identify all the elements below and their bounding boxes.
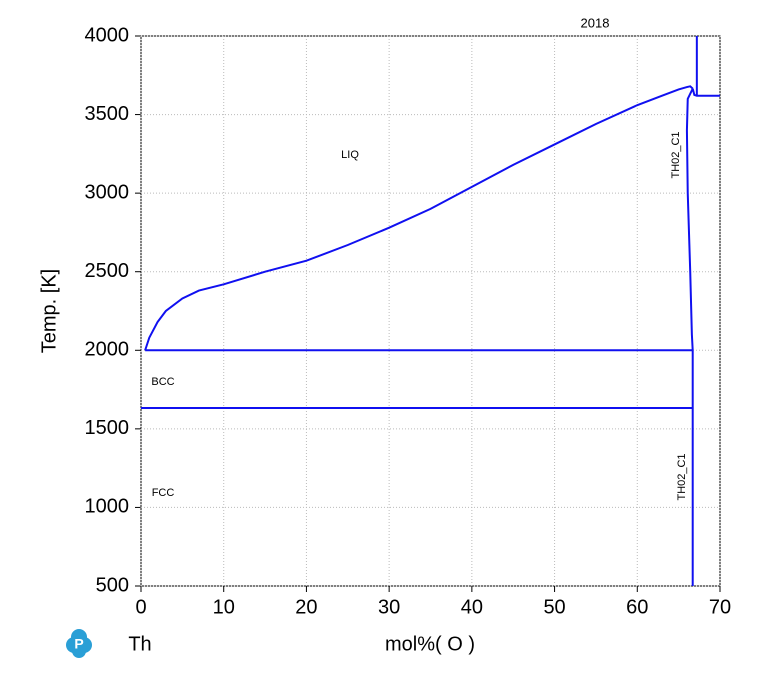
phase-label: LIQ [341, 149, 359, 161]
y-tick-label: 3500 [85, 103, 130, 125]
component-label: Th [128, 633, 151, 655]
x-tick-label: 0 [135, 596, 146, 618]
y-tick-label: 3000 [85, 181, 130, 203]
phase-boundary [144, 85, 694, 351]
x-tick-label: 50 [543, 596, 565, 618]
svg-text:P: P [74, 636, 83, 652]
phase-boundary [685, 88, 694, 351]
x-tick-label: 40 [461, 596, 483, 618]
y-axis-label: Temp. [K] [38, 269, 60, 353]
y-tick-label: 1500 [85, 417, 130, 439]
y-tick-label: 500 [96, 574, 129, 596]
x-tick-label: 30 [378, 596, 400, 618]
y-tick-label: 2500 [85, 260, 130, 282]
phase-boundary [691, 88, 720, 97]
logo: P [66, 629, 92, 658]
y-tick-label: 4000 [85, 24, 130, 46]
y-tick-label: 1000 [85, 496, 130, 518]
x-tick-label: 70 [709, 596, 731, 618]
phase-label: TH02_C1 [676, 453, 688, 500]
x-axis-label: mol%( O ) [385, 633, 475, 655]
x-tick-label: 60 [626, 596, 648, 618]
plot-frame [140, 35, 721, 587]
phase-label: FCC [152, 487, 175, 499]
x-tick-label: 20 [295, 596, 317, 618]
y-tick-label: 2000 [85, 339, 130, 361]
phase-label: TH02_C1 [670, 131, 682, 178]
chart-title: 2018 [581, 15, 610, 30]
x-tick-label: 10 [213, 596, 235, 618]
phase-label: BCC [151, 376, 174, 388]
